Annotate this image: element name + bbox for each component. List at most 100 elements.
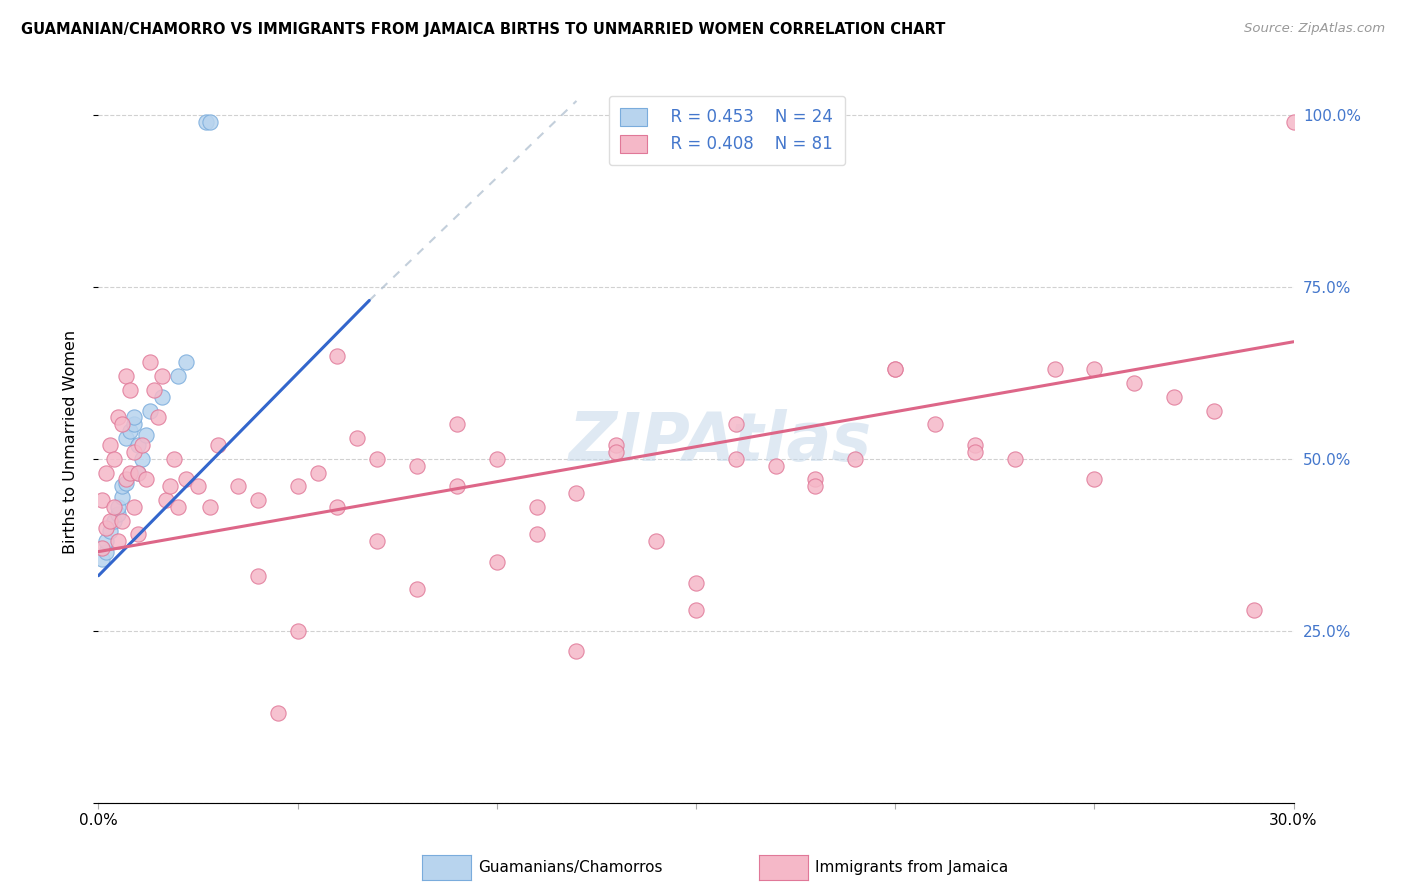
Point [120,424,142,438]
Point [485,555,508,569]
Y-axis label: Births to Unmarried Women: Births to Unmarried Women [63,329,77,554]
Point [143,383,166,397]
Text: ZIPAtlas: ZIPAtlas [568,409,872,475]
Point [174,472,197,486]
Point [307,466,329,480]
Point [115,431,138,445]
Point [131,451,153,466]
Point [103,500,125,514]
Text: Immigrants from Jamaica: Immigrants from Jamaica [815,861,1008,875]
Point [103,451,125,466]
Point [91,551,114,566]
Point [605,445,627,459]
Point [103,514,125,528]
Point [685,603,707,617]
Point [91,493,114,508]
Point [150,390,173,404]
Point [963,438,986,452]
Point [198,500,221,514]
Point [804,479,827,493]
Point [765,458,787,473]
Point [724,417,747,432]
Point [107,410,129,425]
Point [91,541,114,556]
Point [167,369,190,384]
Point [98,524,122,538]
Point [148,410,170,425]
Point [406,458,429,473]
Point [246,493,269,508]
Point [120,383,142,397]
Point [139,403,162,417]
Point [326,500,349,514]
Point [1163,390,1185,404]
Point [107,507,129,521]
Point [963,445,986,459]
Point [1202,403,1225,417]
Point [96,534,118,549]
Point [485,451,508,466]
Point [124,417,146,432]
Point [685,575,707,590]
Point [195,114,218,128]
Point [96,466,118,480]
Point [446,417,468,432]
Point [96,520,118,534]
Point [1282,114,1305,128]
Point [124,500,146,514]
Point [884,362,907,376]
Point [246,568,269,582]
Point [139,355,162,369]
Point [267,706,290,721]
Point [167,500,190,514]
Point [187,479,209,493]
Point [446,479,468,493]
Point [844,451,866,466]
Point [135,427,157,442]
Point [605,438,627,452]
Point [226,479,249,493]
Point [150,369,173,384]
Point [526,527,548,541]
Point [163,451,186,466]
Point [159,479,181,493]
Point [155,493,177,508]
Point [111,479,134,493]
Point [135,472,157,486]
Point [287,624,309,638]
Point [115,369,138,384]
Point [120,466,142,480]
Point [1083,472,1105,486]
Point [366,451,388,466]
Legend:   R = 0.453    N = 24,   R = 0.408    N = 81: R = 0.453 N = 24, R = 0.408 N = 81 [609,95,845,165]
Point [645,534,668,549]
Point [1123,376,1146,390]
Point [174,355,197,369]
Point [565,644,588,658]
Point [111,490,134,504]
Point [724,451,747,466]
Point [127,466,149,480]
Point [565,486,588,500]
Point [1083,362,1105,376]
Point [107,500,129,514]
Point [127,527,149,541]
Point [111,417,134,432]
Point [207,438,229,452]
Point [884,362,907,376]
Point [111,514,134,528]
Point [115,472,138,486]
Point [924,417,946,432]
Point [131,438,153,452]
Point [326,349,349,363]
Point [124,410,146,425]
Point [198,114,221,128]
Point [287,479,309,493]
Point [98,514,122,528]
Point [1243,603,1265,617]
Point [127,466,149,480]
Point [526,500,548,514]
Point [96,544,118,558]
Point [115,475,138,490]
Point [366,534,388,549]
